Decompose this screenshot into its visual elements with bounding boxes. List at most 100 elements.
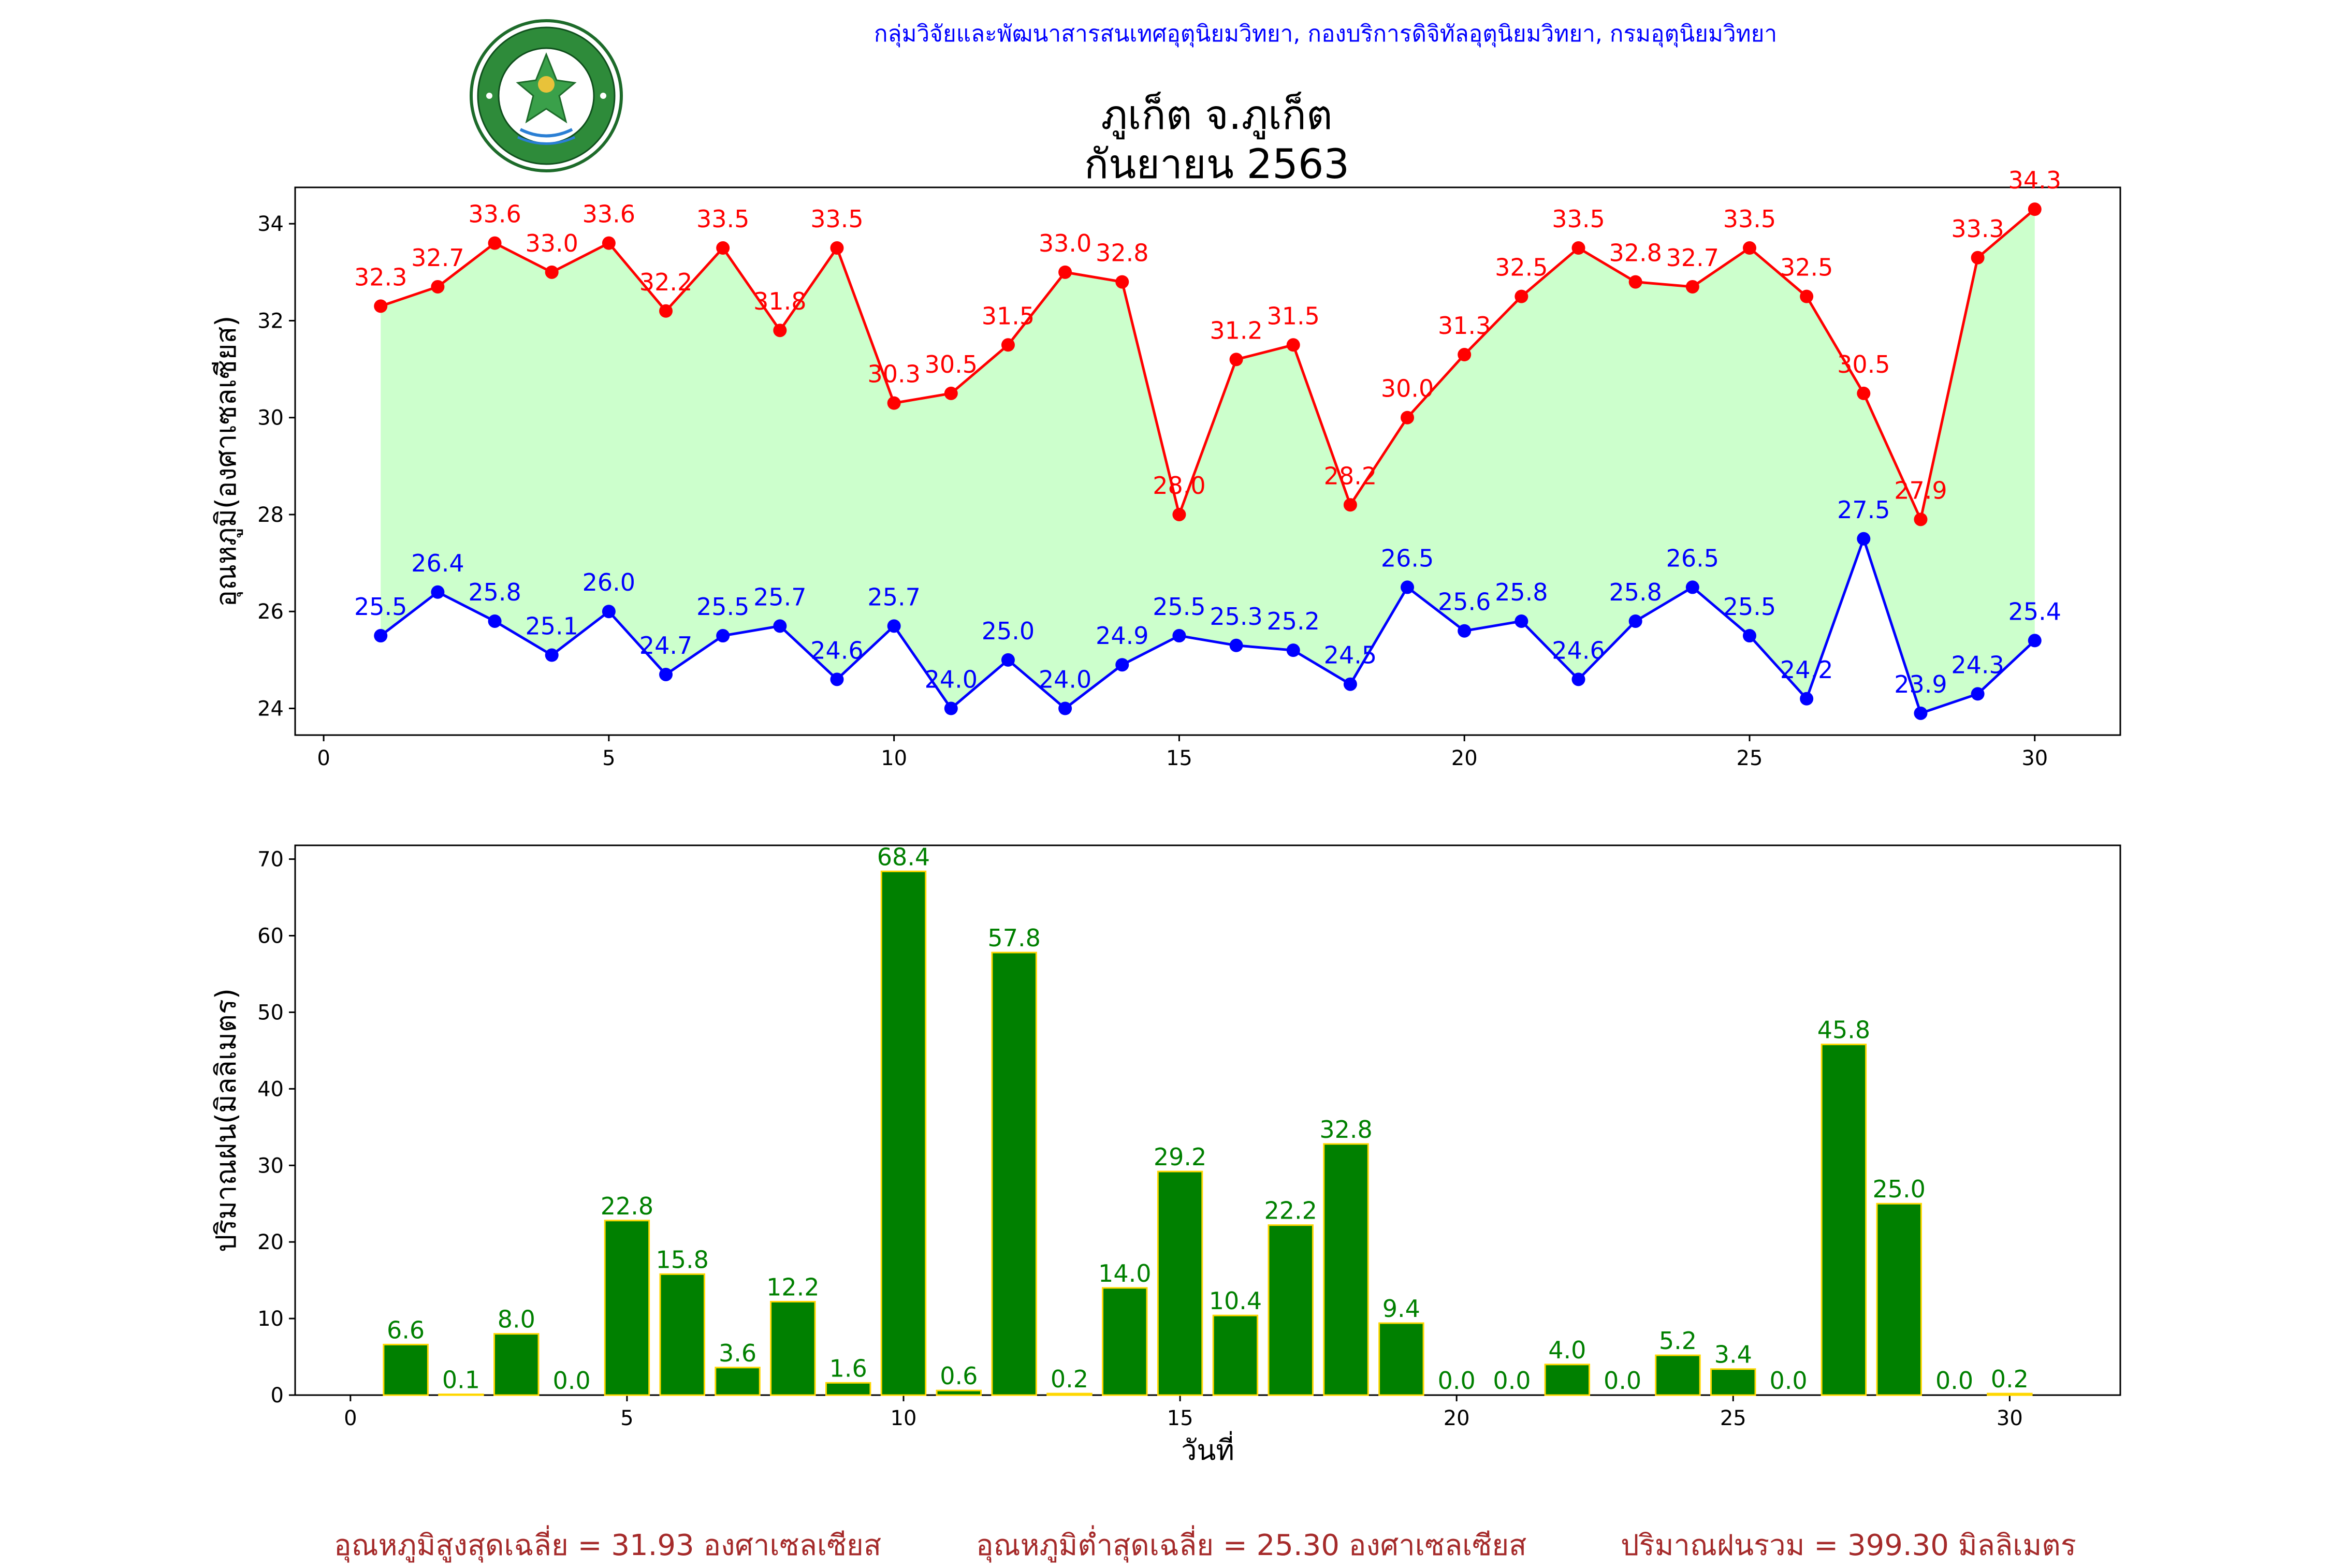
- rain-bar: [659, 1273, 705, 1396]
- min-temp-point: [431, 585, 445, 599]
- y-tick-label: 28: [257, 503, 284, 527]
- max-temp-value-label: 28.2: [1324, 462, 1377, 490]
- rain-bar: [825, 1382, 871, 1396]
- y-tick-label: 70: [257, 848, 284, 872]
- min-temp-point: [1742, 629, 1756, 643]
- min-temp-point: [773, 619, 787, 633]
- max-temp-value-label: 27.9: [1894, 476, 1947, 504]
- min-temp-value-label: 27.5: [1837, 496, 1890, 524]
- temperature-range-fill: [381, 209, 2035, 713]
- rain-value-label: 12.2: [766, 1273, 819, 1301]
- rain-bar: [1655, 1354, 1701, 1396]
- max-temp-point: [1058, 265, 1072, 279]
- y-tick-label: 0: [271, 1384, 284, 1408]
- rain-bar: [1212, 1314, 1259, 1396]
- max-temp-point: [1172, 507, 1186, 521]
- min-temp-value-label: 24.6: [1552, 636, 1605, 664]
- min-temp-value-label: 24.9: [1096, 622, 1148, 650]
- max-temp-value-label: 33.5: [1552, 205, 1605, 233]
- max-temp-point: [1628, 275, 1642, 289]
- max-temp-point: [602, 236, 616, 250]
- y-tick-label: 40: [257, 1077, 284, 1101]
- min-temp-point: [944, 701, 958, 715]
- min-temp-point: [1857, 532, 1871, 546]
- min-temp-value-label: 25.5: [354, 593, 407, 621]
- min-temp-point: [1458, 624, 1472, 638]
- rain-bar: [1268, 1224, 1314, 1396]
- x-tick-label: 30: [1997, 1406, 2023, 1430]
- max-temp-point: [944, 386, 958, 400]
- rain-value-label: 0.6: [940, 1362, 978, 1390]
- max-temp-point: [1800, 289, 1814, 303]
- max-temp-point: [1229, 353, 1243, 367]
- min-temp-point: [2028, 634, 2042, 648]
- max-temp-point: [2028, 202, 2042, 216]
- max-temp-value-label: 30.5: [1837, 350, 1890, 378]
- min-temp-point: [659, 667, 673, 681]
- x-tick-label: 10: [881, 746, 907, 770]
- max-temp-point: [1742, 241, 1756, 255]
- min-temp-point: [1628, 614, 1642, 628]
- max-temp-value-label: 34.3: [2008, 166, 2061, 194]
- max-temp-point: [1343, 498, 1357, 512]
- max-temp-point: [488, 236, 502, 250]
- min-temp-value-label: 26.0: [582, 568, 635, 596]
- rain-value-label: 22.2: [1264, 1197, 1317, 1225]
- avg-min-temp-text: อุณหภูมิต่ำสุดเฉลี่ย = 25.30 องศาเซลเซีย…: [976, 1529, 1527, 1562]
- y-tick-label: 50: [257, 1001, 284, 1024]
- max-temp-point: [1685, 280, 1699, 294]
- x-tick-label: 20: [1444, 1406, 1470, 1430]
- rain-bar: [1323, 1143, 1369, 1396]
- rain-bar: [1876, 1203, 1922, 1396]
- min-temp-value-label: 25.5: [696, 593, 749, 621]
- max-temp-point: [1514, 289, 1528, 303]
- meteorological-department-logo: [470, 19, 623, 172]
- min-temp-point: [1229, 638, 1243, 652]
- max-temp-point: [431, 280, 445, 294]
- min-temp-point: [830, 672, 844, 686]
- min-temp-point: [488, 614, 502, 628]
- rain-value-label: 57.8: [987, 924, 1040, 952]
- rain-value-label: 6.6: [387, 1316, 425, 1344]
- min-temp-point: [374, 629, 388, 643]
- total-rain-text: ปริมาณฝนรวม = 399.30 มิลลิเมตร: [1621, 1529, 2076, 1562]
- x-tick-label: 15: [1167, 1406, 1193, 1430]
- rain-bar: [880, 870, 927, 1396]
- max-temp-point: [374, 299, 388, 313]
- chart-title-month: กันยายน 2563: [1084, 141, 1350, 188]
- min-temp-value-label: 25.7: [867, 583, 920, 611]
- max-temp-point: [887, 396, 901, 410]
- min-temp-point: [1800, 692, 1814, 706]
- min-temp-value-label: 25.0: [982, 617, 1035, 645]
- chart-title-station: ภูเก็ต จ.ภูเก็ต: [1101, 92, 1333, 139]
- rain-bar: [1046, 1393, 1093, 1396]
- max-temp-point: [1571, 241, 1585, 255]
- avg-max-temp-text: อุณหภูมิสูงสุดเฉลี่ย = 31.93 องศาเซลเซีย…: [334, 1529, 882, 1562]
- rain-value-label: 3.6: [719, 1339, 756, 1367]
- min-temp-point: [1286, 643, 1300, 657]
- rain-bar: [1710, 1368, 1756, 1396]
- min-temp-point: [1401, 580, 1415, 594]
- min-temp-value-label: 25.7: [753, 583, 806, 611]
- rain-value-label: 0.0: [1604, 1367, 1641, 1395]
- max-temp-point: [1115, 275, 1129, 289]
- rain-bar: [991, 951, 1037, 1396]
- x-tick-label: 0: [317, 746, 330, 770]
- min-temp-point: [1571, 672, 1585, 686]
- axes-frame: [294, 844, 2121, 1396]
- max-temp-point: [1001, 338, 1015, 352]
- rain-bar: [1378, 1322, 1424, 1396]
- rain-value-label: 22.8: [601, 1192, 653, 1220]
- min-temp-point: [1685, 580, 1699, 594]
- rain-bar: [1157, 1170, 1203, 1396]
- rain-bar: [1544, 1364, 1591, 1396]
- max-temp-value-label: 32.5: [1780, 254, 1833, 282]
- max-temp-value-label: 33.5: [1723, 205, 1776, 233]
- max-temp-point: [773, 324, 787, 338]
- min-temp-point: [1172, 629, 1186, 643]
- max-temp-value-label: 31.2: [1210, 316, 1262, 344]
- y-tick-label: 10: [257, 1307, 284, 1331]
- min-temp-value-label: 25.4: [2008, 597, 2061, 625]
- rain-value-label: 0.0: [1438, 1367, 1476, 1395]
